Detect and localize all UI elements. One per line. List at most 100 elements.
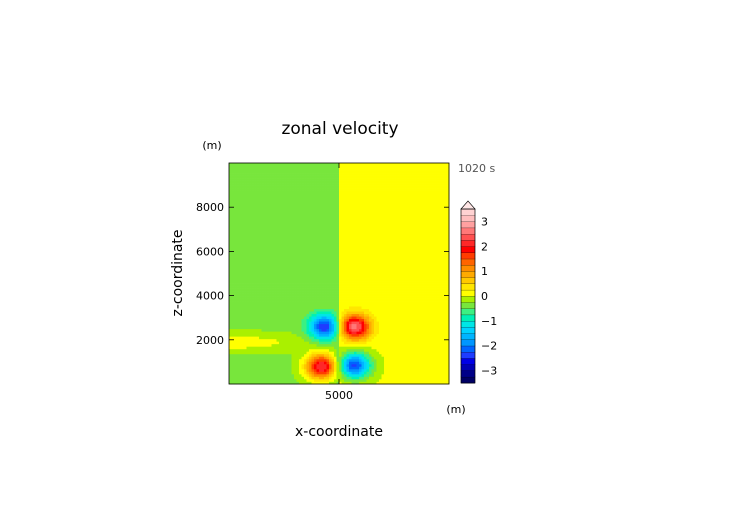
heatmap-cell: [269, 200, 272, 204]
heatmap-cell: [294, 185, 297, 189]
heatmap-cell: [336, 163, 340, 166]
heatmap-cell: [361, 258, 365, 262]
heatmap-cell: [364, 218, 367, 222]
heatmap-cell: [354, 353, 357, 357]
heatmap-cell: [294, 258, 297, 262]
heatmap-cell: [229, 311, 232, 315]
heatmap-cell: [321, 258, 325, 262]
heatmap-cell: [286, 165, 290, 169]
heatmap-cell: [366, 165, 370, 169]
heatmap-cell: [336, 188, 340, 191]
heatmap-cell: [336, 293, 340, 297]
heatmap-cell: [316, 323, 320, 327]
heatmap-cell: [324, 376, 327, 380]
heatmap-cell: [329, 351, 332, 355]
heatmap-cell: [321, 233, 325, 237]
heatmap-cell: [309, 223, 312, 227]
heatmap-cell: [329, 258, 332, 262]
heatmap-cell: [334, 213, 337, 217]
heatmap-cell: [366, 336, 370, 340]
heatmap-cell: [304, 371, 307, 375]
heatmap-cell: [301, 243, 305, 247]
heatmap-cell: [234, 378, 237, 382]
heatmap-cell: [256, 313, 260, 317]
heatmap-cell: [289, 190, 292, 194]
heatmap-cell: [271, 175, 275, 179]
heatmap-cell: [236, 291, 240, 294]
heatmap-cell: [324, 215, 327, 219]
heatmap-cell: [324, 198, 327, 202]
heatmap-cell: [284, 293, 287, 297]
heatmap-cell: [316, 353, 320, 357]
heatmap-cell: [244, 235, 247, 239]
heatmap-cell: [269, 303, 272, 307]
heatmap-cell: [299, 373, 302, 377]
heatmap-cell: [344, 220, 347, 224]
heatmap-cell: [256, 238, 260, 242]
heatmap-cell: [251, 168, 255, 171]
heatmap-cell: [264, 338, 267, 342]
heatmap-cell: [311, 296, 315, 299]
heatmap-cell: [304, 223, 307, 227]
heatmap-cell: [246, 163, 250, 166]
heatmap-cell: [259, 203, 262, 207]
heatmap-cell: [321, 378, 325, 382]
heatmap-cell: [279, 185, 282, 189]
heatmap-cell: [259, 281, 262, 284]
heatmap-cell: [256, 333, 260, 337]
heatmap-cell: [261, 213, 265, 217]
heatmap-cell: [346, 200, 350, 204]
heatmap-cell: [326, 286, 330, 289]
heatmap-cell: [306, 245, 310, 249]
heatmap-cell: [319, 270, 322, 274]
heatmap-cell: [246, 323, 250, 327]
heatmap-cell: [346, 168, 350, 171]
heatmap-cell: [231, 293, 235, 297]
heatmap-cell: [286, 213, 290, 217]
heatmap-cell: [351, 220, 355, 224]
heatmap-cell: [251, 281, 255, 284]
heatmap-cell: [261, 371, 265, 375]
heatmap-cell: [271, 163, 275, 166]
heatmap-cell: [266, 228, 270, 232]
heatmap-cell: [229, 273, 232, 277]
heatmap-cell: [366, 341, 370, 345]
heatmap-cell: [361, 353, 365, 357]
heatmap-cell: [239, 276, 242, 279]
heatmap-cell: [309, 218, 312, 222]
heatmap-cell: [299, 313, 302, 317]
heatmap-cell: [311, 351, 315, 355]
heatmap-cell: [251, 278, 255, 282]
heatmap-cell: [279, 220, 282, 224]
heatmap-cell: [326, 240, 330, 244]
heatmap-cell: [334, 180, 337, 184]
heatmap-cell: [321, 203, 325, 207]
heatmap-cell: [364, 273, 367, 277]
heatmap-cell: [261, 235, 265, 239]
heatmap-cell: [354, 361, 357, 365]
heatmap-cell: [294, 336, 297, 340]
heatmap-cell: [261, 215, 265, 219]
heatmap-cell: [346, 178, 350, 181]
heatmap-cell: [349, 296, 352, 299]
heatmap-cell: [256, 248, 260, 252]
heatmap-cell: [286, 286, 290, 289]
heatmap-cell: [241, 205, 245, 209]
heatmap-cell: [289, 378, 292, 382]
heatmap-cell: [234, 313, 237, 317]
heatmap-cell: [329, 353, 332, 357]
heatmap-cell: [344, 288, 347, 292]
heatmap-cell: [346, 260, 350, 264]
heatmap-cell: [289, 210, 292, 214]
heatmap-cell: [344, 245, 347, 249]
heatmap-cell: [311, 205, 315, 209]
heatmap-cell: [306, 258, 310, 262]
heatmap-cell: [264, 238, 267, 242]
heatmap-cell: [261, 168, 265, 171]
heatmap-cell: [334, 376, 337, 380]
heatmap-cell: [301, 200, 305, 204]
heatmap-cell: [261, 180, 265, 184]
heatmap-cell: [364, 180, 367, 184]
heatmap-cell: [354, 263, 357, 267]
heatmap-cell: [361, 168, 365, 171]
